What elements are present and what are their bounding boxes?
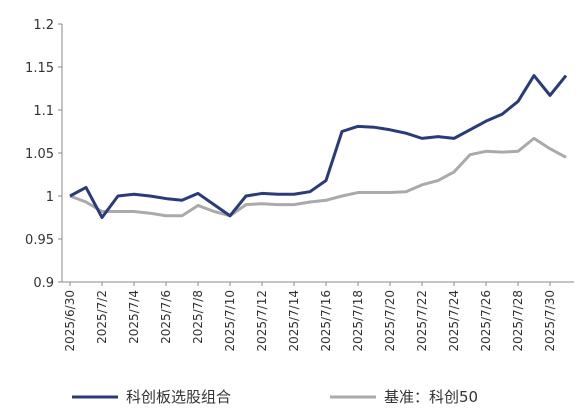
- x-tick-label: 2025/7/22: [415, 290, 429, 352]
- x-tick-label: 2025/7/10: [223, 290, 237, 352]
- x-tick-label: 2025/7/14: [287, 290, 301, 352]
- y-tick-label: 1.2: [33, 18, 54, 33]
- x-tick-label: 2025/7/24: [447, 290, 461, 352]
- x-tick-label: 2025/7/16: [319, 290, 333, 352]
- line-series: [69, 74, 568, 219]
- legend-label: 科创板选股组合: [126, 388, 231, 406]
- x-tick-label: 2025/7/8: [191, 290, 205, 344]
- x-tick-label: 2025/6/30: [63, 290, 77, 352]
- x-tick-label: 2025/7/18: [351, 290, 365, 352]
- y-tick-label: 1.1: [33, 104, 54, 119]
- x-tick-label: 2025/7/26: [479, 290, 493, 352]
- y-tick-label: 0.95: [25, 233, 54, 248]
- x-tick-label: 2025/7/30: [543, 290, 557, 352]
- line-series: [69, 136, 567, 218]
- x-tick-label: 2025/7/12: [255, 290, 269, 352]
- x-tick-label: 2025/7/6: [159, 290, 173, 344]
- y-tick-label: 1.05: [25, 147, 54, 162]
- x-tick-label: 2025/7/2: [95, 290, 109, 344]
- x-tick-label: 2025/7/20: [383, 290, 397, 352]
- y-tick-label: 0.9: [33, 276, 54, 291]
- x-tick-label: 2025/7/4: [127, 290, 141, 344]
- y-tick-label: 1: [46, 190, 54, 205]
- x-tick-label: 2025/7/28: [511, 290, 525, 352]
- y-tick-label: 1.15: [25, 61, 54, 76]
- legend-label: 基准：科创50: [384, 388, 478, 406]
